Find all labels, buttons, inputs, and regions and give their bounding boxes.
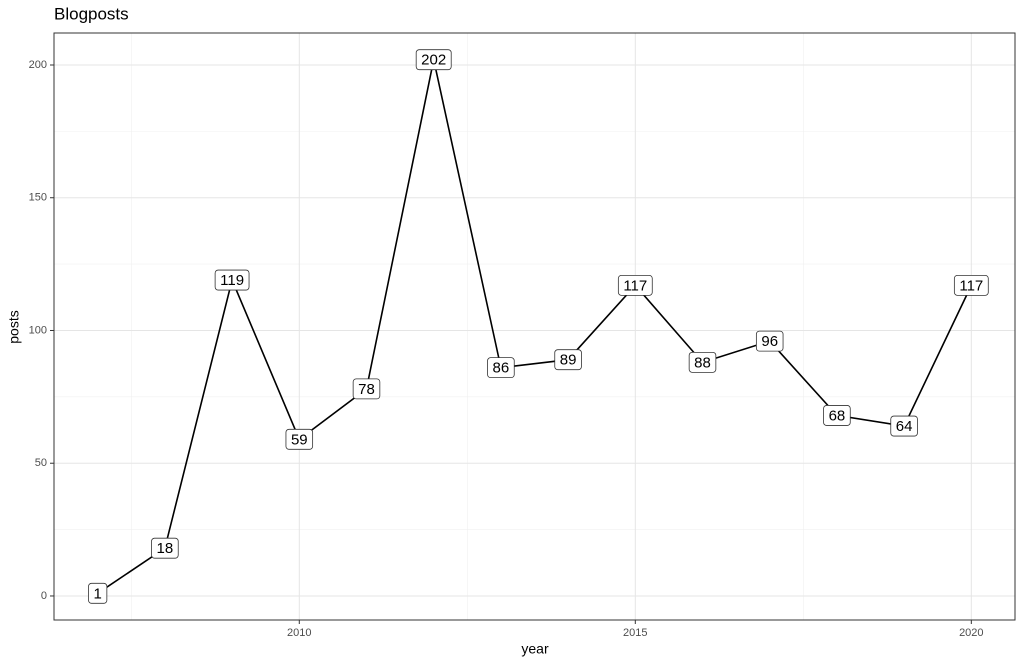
data-label: 117 (623, 277, 647, 294)
label-box (88, 582, 108, 604)
data-label: 117 (959, 277, 983, 294)
x-tick-label: 2010 (287, 627, 311, 639)
data-label: 68 (829, 407, 846, 424)
data-label: 1 (94, 585, 102, 602)
label-box (823, 405, 851, 426)
data-label: 119 (220, 272, 244, 289)
data-label: 86 (493, 360, 510, 377)
x-axis-label: year (521, 641, 549, 657)
x-tick-label: 2020 (959, 627, 983, 639)
label-box (415, 49, 452, 71)
label-box (890, 415, 918, 437)
data-label: 64 (896, 418, 913, 435)
data-label: 88 (694, 354, 711, 371)
data-label: 78 (358, 381, 375, 398)
data-label: 96 (761, 333, 778, 350)
label-box (688, 351, 717, 373)
label-box (755, 330, 784, 352)
y-tick-label: 0 (41, 590, 47, 602)
line (97, 59, 973, 594)
label-box (554, 349, 582, 371)
data-label: 89 (560, 352, 577, 369)
data-label: 202 (421, 52, 446, 69)
label-box (214, 269, 250, 291)
label-box (487, 357, 515, 379)
y-tick-label: 50 (35, 457, 47, 469)
data-label: 59 (291, 431, 308, 448)
label-box (285, 428, 314, 450)
label-box (953, 274, 989, 296)
data-label: 18 (157, 540, 174, 557)
y-tick-label: 100 (29, 324, 47, 336)
x-tick-label: 2015 (623, 627, 647, 639)
label-box (151, 537, 179, 559)
label-box (352, 378, 381, 400)
y-tick-label: 150 (29, 192, 47, 204)
y-tick-label: 200 (29, 59, 47, 71)
panel-border (53, 32, 1016, 621)
chart-title: Blogposts (54, 4, 129, 23)
label-box (617, 274, 653, 296)
y-axis-label: posts (6, 310, 22, 343)
panel (54, 33, 1015, 620)
